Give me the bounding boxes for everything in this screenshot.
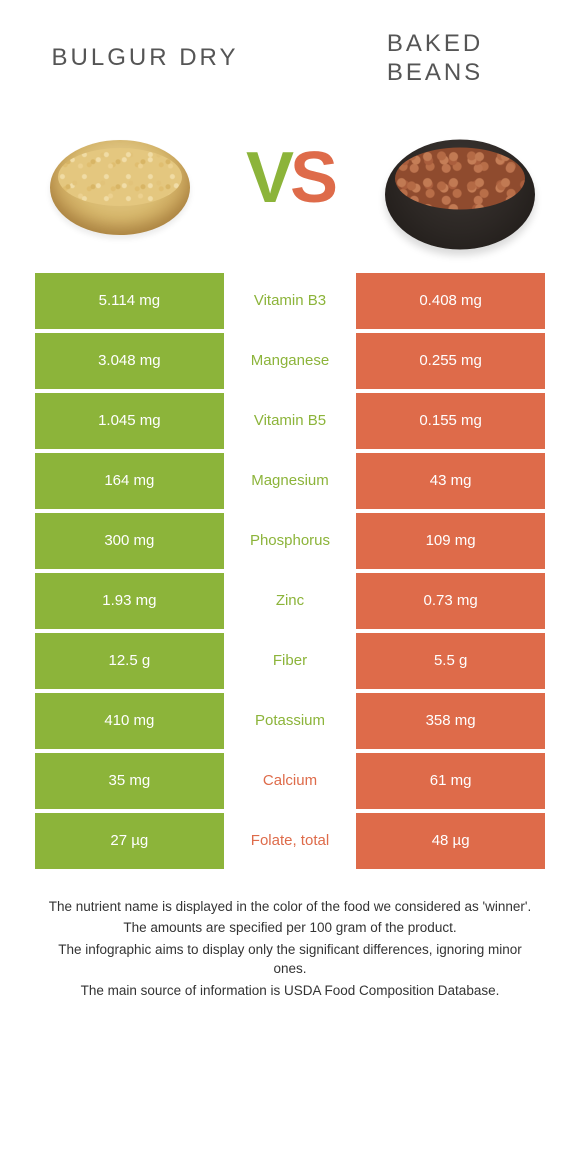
nutrient-label-cell: Phosphorus	[224, 513, 357, 569]
image-row: VS	[35, 113, 545, 243]
nutrient-table: 5.114 mgVitamin B30.408 mg3.048 mgMangan…	[35, 273, 545, 869]
vs-s: S	[290, 138, 334, 218]
left-value-cell: 1.045 mg	[35, 393, 224, 449]
infographic-container: Bulgur dry Baked beans VS 5.114 mgVitami…	[0, 0, 580, 1000]
left-value-cell: 5.114 mg	[35, 273, 224, 329]
right-value-cell: 109 mg	[356, 513, 545, 569]
left-value-cell: 164 mg	[35, 453, 224, 509]
right-value-cell: 0.73 mg	[356, 573, 545, 629]
right-value-cell: 0.155 mg	[356, 393, 545, 449]
bulgur-bowl-icon	[50, 140, 190, 235]
footer-line: The main source of information is USDA F…	[41, 981, 539, 1001]
left-food-title: Bulgur dry	[35, 44, 255, 73]
nutrient-row: 164 mgMagnesium43 mg	[35, 453, 545, 509]
right-value-cell: 0.408 mg	[356, 273, 545, 329]
footer-line: The nutrient name is displayed in the co…	[41, 897, 539, 917]
right-food-title: Baked beans	[325, 30, 545, 88]
nutrient-label-cell: Potassium	[224, 693, 357, 749]
nutrient-row: 35 mgCalcium61 mg	[35, 753, 545, 809]
right-food-image	[385, 113, 535, 243]
nutrient-label-cell: Zinc	[224, 573, 357, 629]
vs-label: VS	[246, 137, 334, 219]
left-value-cell: 3.048 mg	[35, 333, 224, 389]
nutrient-row: 5.114 mgVitamin B30.408 mg	[35, 273, 545, 329]
nutrient-row: 27 µgFolate, total48 µg	[35, 813, 545, 869]
left-value-cell: 12.5 g	[35, 633, 224, 689]
left-food-image	[45, 113, 195, 243]
nutrient-label-cell: Fiber	[224, 633, 357, 689]
nutrient-label-cell: Vitamin B5	[224, 393, 357, 449]
left-value-cell: 410 mg	[35, 693, 224, 749]
nutrient-row: 12.5 gFiber5.5 g	[35, 633, 545, 689]
left-value-cell: 300 mg	[35, 513, 224, 569]
nutrient-row: 1.93 mgZinc0.73 mg	[35, 573, 545, 629]
left-value-cell: 27 µg	[35, 813, 224, 869]
footer-notes: The nutrient name is displayed in the co…	[35, 897, 545, 1001]
left-value-cell: 35 mg	[35, 753, 224, 809]
right-value-cell: 43 mg	[356, 453, 545, 509]
baked-beans-bowl-icon	[385, 139, 535, 249]
nutrient-row: 300 mgPhosphorus109 mg	[35, 513, 545, 569]
nutrient-label-cell: Magnesium	[224, 453, 357, 509]
nutrient-row: 410 mgPotassium358 mg	[35, 693, 545, 749]
footer-line: The infographic aims to display only the…	[41, 940, 539, 979]
right-value-cell: 61 mg	[356, 753, 545, 809]
nutrient-label-cell: Vitamin B3	[224, 273, 357, 329]
right-value-cell: 0.255 mg	[356, 333, 545, 389]
left-value-cell: 1.93 mg	[35, 573, 224, 629]
footer-line: The amounts are specified per 100 gram o…	[41, 918, 539, 938]
right-value-cell: 5.5 g	[356, 633, 545, 689]
nutrient-label-cell: Calcium	[224, 753, 357, 809]
right-value-cell: 358 mg	[356, 693, 545, 749]
title-row: Bulgur dry Baked beans	[35, 30, 545, 88]
nutrient-row: 1.045 mgVitamin B50.155 mg	[35, 393, 545, 449]
right-value-cell: 48 µg	[356, 813, 545, 869]
vs-v: V	[246, 138, 290, 218]
nutrient-row: 3.048 mgManganese0.255 mg	[35, 333, 545, 389]
nutrient-label-cell: Manganese	[224, 333, 357, 389]
nutrient-label-cell: Folate, total	[224, 813, 357, 869]
